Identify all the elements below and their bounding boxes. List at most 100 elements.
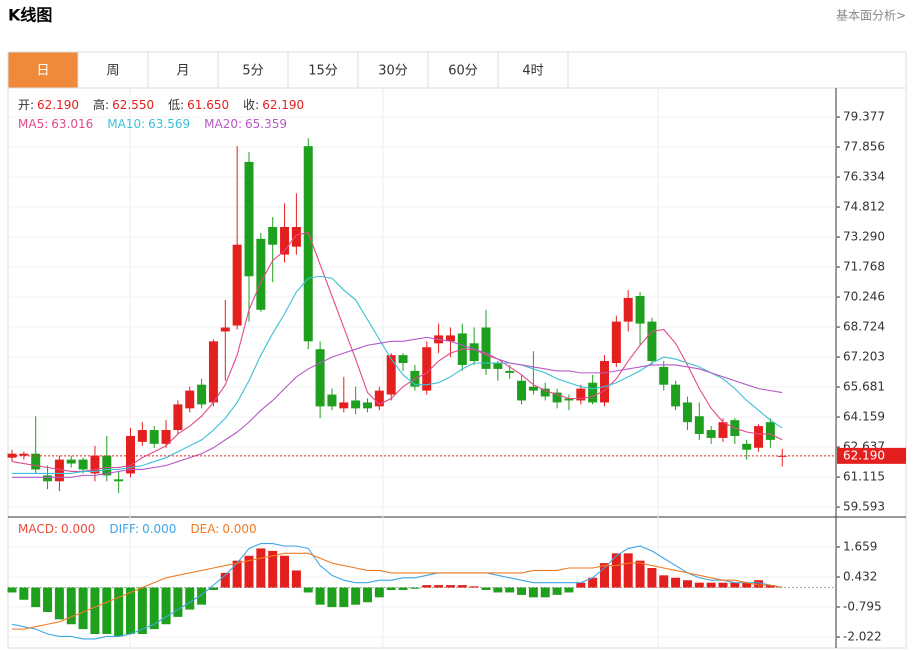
macd-bar (386, 587, 396, 591)
candle-body (505, 370, 515, 373)
candle-body (469, 343, 479, 362)
macd-bar (493, 587, 503, 593)
candle-body (54, 459, 64, 482)
y-tick-label: 59.593 (843, 500, 885, 514)
tab-label[interactable]: 月 (176, 64, 189, 79)
tab-label[interactable]: 60分 (448, 64, 478, 79)
candle-body (291, 226, 301, 247)
macd-bar (445, 585, 455, 588)
macd-bar (765, 585, 775, 588)
y-tick-label: 61.115 (843, 470, 885, 484)
tab[interactable] (217, 51, 289, 89)
candle-body (351, 400, 361, 409)
y-tick-label: 68.724 (843, 320, 885, 334)
y-tick-label: 79.377 (843, 110, 885, 124)
candle-body (208, 341, 218, 403)
candle-body (303, 146, 313, 342)
candle-body (445, 335, 455, 342)
tab-label[interactable]: 日 (36, 64, 49, 79)
tab-label[interactable]: 周 (106, 64, 119, 79)
legend-value: 0.000 (222, 522, 256, 536)
candle-body (280, 226, 290, 255)
macd-bar (517, 587, 527, 595)
macd-bar (66, 587, 76, 625)
macd-bar (19, 587, 29, 600)
last-price-label: 62.190 (843, 448, 885, 462)
candle-body (315, 349, 325, 407)
macd-bar (730, 582, 740, 588)
candle-body (137, 430, 147, 442)
macd-bar (137, 587, 147, 635)
macd-bar (351, 587, 361, 605)
last-price-box (837, 447, 906, 464)
candle-body (220, 327, 230, 332)
legend-value: 65.359 (245, 117, 287, 131)
candle-body (386, 355, 396, 395)
legend-label: DIFF: (109, 522, 139, 536)
macd-bar (244, 555, 254, 588)
macd-bar (173, 587, 183, 617)
candle-body (481, 327, 491, 369)
macd-bar (552, 587, 562, 595)
candle-body (517, 380, 527, 401)
y-tick-label: 70.246 (843, 290, 885, 304)
macd-bar (505, 587, 515, 593)
macd-bar (149, 587, 159, 630)
legend-value: 63.569 (148, 117, 190, 131)
candle-body (765, 422, 775, 440)
tab-label[interactable]: 15分 (308, 64, 338, 79)
tab-label[interactable]: 4时 (522, 64, 543, 79)
candle-body (339, 402, 349, 409)
ma-line (12, 336, 783, 478)
macd-line (11, 543, 783, 640)
candle-body (197, 384, 207, 405)
macd-bar (398, 587, 408, 591)
candle-body (268, 226, 278, 245)
legend-label: MA10: (107, 117, 145, 131)
fundamental-link[interactable]: 基本面分析> (836, 9, 906, 23)
candle-body (623, 297, 633, 322)
tab-label[interactable]: 30分 (378, 64, 408, 79)
tab[interactable] (357, 51, 429, 89)
candle-body (149, 430, 159, 444)
macd-bar (363, 587, 372, 603)
y-tick-label: 76.334 (843, 170, 885, 184)
candle-body (600, 361, 609, 403)
ma-line (11, 232, 783, 472)
macd-bar (102, 587, 112, 635)
tab[interactable] (7, 51, 79, 89)
legend-label: MACD: (18, 522, 58, 536)
macd-bar (339, 587, 349, 608)
legend-label: DEA: (190, 522, 219, 536)
y-tick-label: 64.159 (843, 410, 885, 424)
page-title: K线图 (8, 6, 52, 25)
candle-body (528, 386, 538, 391)
y-tick-label: 65.681 (843, 380, 885, 394)
legend-label: MA20: (204, 117, 242, 131)
legend-value: 0.000 (142, 522, 176, 536)
candle-body (552, 392, 562, 403)
macd-bar (481, 587, 491, 591)
candle-body (244, 161, 254, 277)
candle-body (493, 363, 503, 369)
tab-label[interactable]: 5分 (242, 64, 263, 79)
macd-bar (694, 582, 704, 588)
tab[interactable] (427, 51, 499, 89)
macd-bar (327, 587, 337, 608)
y-tick-label: -0.795 (843, 599, 882, 613)
tab[interactable] (287, 51, 359, 89)
candle-body (694, 416, 704, 434)
macd-bar (197, 587, 207, 605)
legend-label: 开: (18, 98, 34, 112)
candle-body (422, 347, 432, 391)
legend-value: 61.650 (187, 98, 229, 112)
macd-bar (185, 587, 195, 610)
candle-body (327, 394, 337, 407)
legend-value: 0.000 (61, 522, 95, 536)
tab[interactable] (497, 51, 569, 89)
macd-bar (682, 580, 692, 588)
candle-body (777, 455, 787, 457)
macd-bar (564, 587, 574, 593)
macd-bar (315, 587, 325, 605)
